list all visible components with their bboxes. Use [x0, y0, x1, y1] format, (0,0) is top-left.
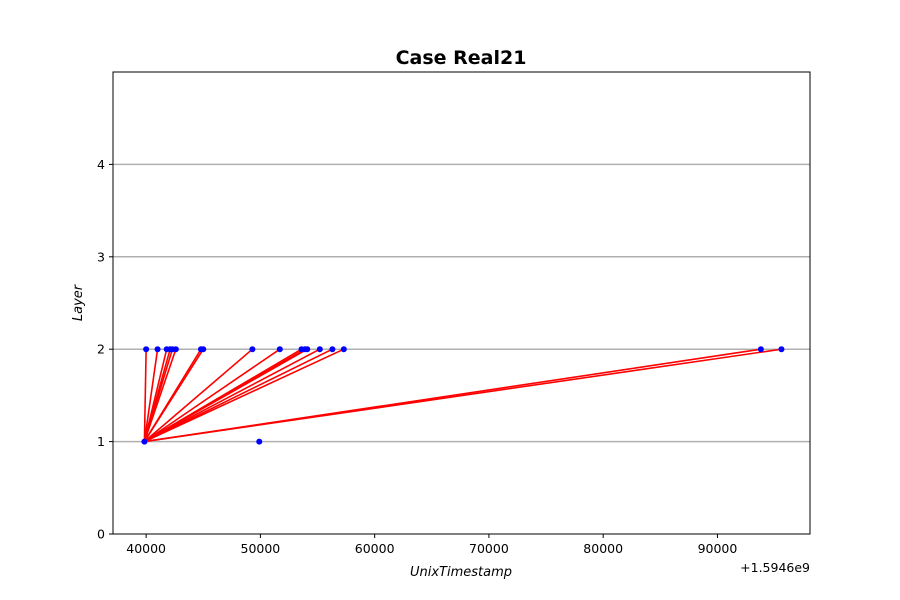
edge-line-17 — [144, 348, 782, 443]
data-point-18 — [757, 346, 764, 353]
data-point-7 — [172, 346, 179, 353]
x-tick-label-90000: 90000 — [698, 541, 738, 556]
x-tick-label-50000: 50000 — [241, 541, 281, 556]
edge-line-0 — [143, 349, 147, 442]
x-tick-label-60000: 60000 — [355, 541, 395, 556]
data-point-15 — [316, 346, 323, 353]
edge-line-5 — [143, 348, 177, 442]
edge-line-13 — [144, 348, 321, 443]
edge-line-9 — [143, 348, 281, 443]
data-point-1 — [256, 438, 263, 445]
plot-frame — [112, 71, 811, 535]
y-tick-label-0: 0 — [97, 527, 105, 542]
y-tick-label-3: 3 — [97, 249, 105, 264]
edge-lines — [143, 348, 782, 443]
x-tick-label-70000: 70000 — [469, 541, 509, 556]
grid-lines — [113, 163, 810, 443]
data-point-3 — [154, 346, 161, 353]
x-axis-label: UnixTimestamp — [410, 565, 512, 580]
chart-title: Case Real21 — [396, 47, 527, 69]
y-tick-label-4: 4 — [97, 157, 105, 172]
x-axis-offset-label: +1.5946e9 — [740, 560, 810, 575]
y-tick-label-1: 1 — [97, 434, 105, 449]
x-tick-label-40000: 40000 — [126, 541, 166, 556]
data-point-2 — [143, 346, 150, 353]
data-point-9 — [200, 346, 207, 353]
x-tick-label-80000: 80000 — [583, 541, 623, 556]
data-point-11 — [276, 346, 283, 353]
edge-line-12 — [144, 348, 308, 443]
edge-line-1 — [143, 349, 159, 442]
edge-line-14 — [144, 348, 333, 443]
data-points — [141, 346, 785, 445]
y-axis-label: Layer — [71, 283, 86, 321]
data-point-17 — [340, 346, 347, 353]
edge-line-15 — [144, 348, 345, 443]
data-point-16 — [329, 346, 336, 353]
data-point-10 — [249, 346, 256, 353]
edge-line-8 — [143, 348, 253, 443]
y-axis-ticks: 0 1 2 3 4 — [97, 157, 113, 542]
y-tick-label-2: 2 — [97, 342, 105, 357]
data-point-14 — [304, 346, 311, 353]
x-axis-ticks: 40000 50000 60000 70000 80000 90000 — [126, 534, 737, 556]
data-point-19 — [778, 346, 785, 353]
data-point-0 — [141, 438, 148, 445]
edge-line-7 — [143, 348, 204, 443]
